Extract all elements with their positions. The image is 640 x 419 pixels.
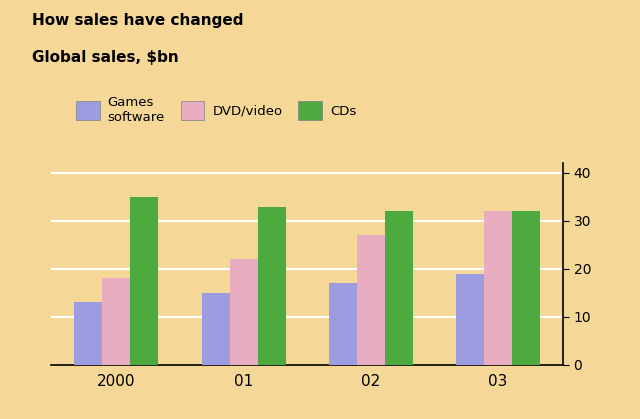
- Bar: [131, 197, 159, 365]
- Text: How sales have changed: How sales have changed: [32, 13, 243, 28]
- Bar: [329, 283, 356, 365]
- Bar: [230, 259, 258, 365]
- Bar: [102, 278, 131, 365]
- Bar: [202, 293, 230, 365]
- Legend: Games
software, DVD/video, CDs: Games software, DVD/video, CDs: [70, 91, 362, 129]
- Bar: [74, 302, 102, 365]
- Bar: [356, 235, 385, 365]
- Bar: [456, 274, 484, 365]
- Bar: [258, 207, 285, 365]
- Bar: [385, 211, 413, 365]
- Bar: [512, 211, 540, 365]
- Text: Global sales, $bn: Global sales, $bn: [32, 50, 179, 65]
- Bar: [484, 211, 512, 365]
